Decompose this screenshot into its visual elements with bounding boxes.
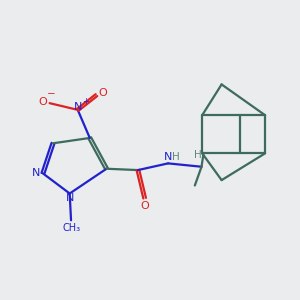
Text: O: O [39,98,47,107]
Text: N: N [66,193,75,203]
Text: N: N [74,102,82,112]
Text: H: H [194,150,201,160]
Text: N: N [32,168,41,178]
Text: O: O [140,201,149,211]
Text: +: + [82,97,89,106]
Text: H: H [172,152,180,162]
Text: N: N [164,152,172,162]
Text: CH₃: CH₃ [63,223,81,232]
Text: O: O [99,88,107,98]
Text: −: − [46,89,55,100]
